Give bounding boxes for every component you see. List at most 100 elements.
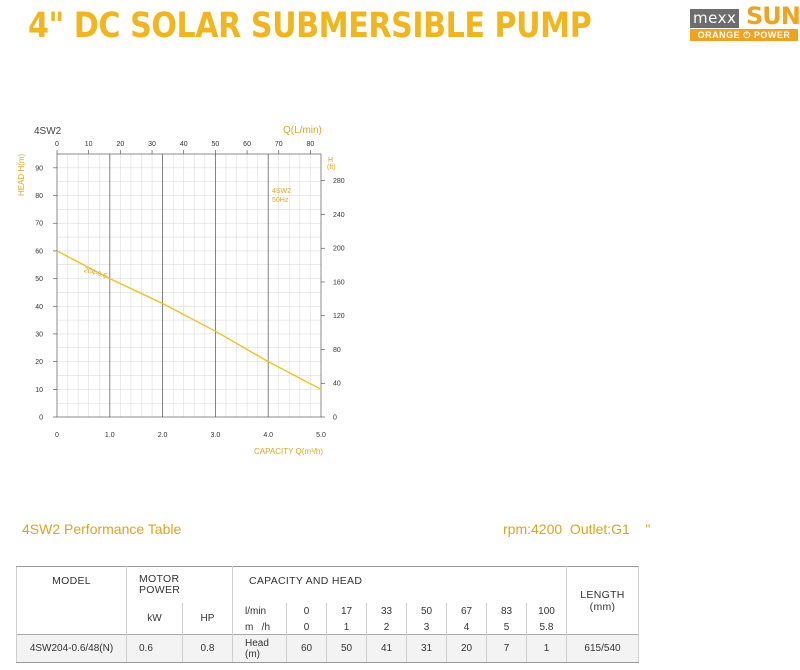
legend-line-2: 50Hz [272,197,289,204]
top-tick-label: 0 [55,141,59,148]
m3h-cell: 3 [406,620,447,635]
right-tick-label: 240 [333,212,345,219]
lmin-cell: 83 [486,602,527,621]
cell-kw: 0.6 [126,634,183,663]
lmin-cell: 33 [366,602,407,621]
top-tick-label: 20 [116,141,124,148]
right-tick-label: 80 [333,347,341,354]
x-axis-label: CAPACITY Q(m³/h) [254,447,323,456]
y-tick-label: 60 [35,248,43,255]
right-axis-label: H [328,157,333,164]
y-tick-label: 30 [35,331,43,338]
series-line [56,250,322,390]
top-tick-label: 60 [243,141,251,148]
top-tick-label: 10 [85,141,93,148]
top-tick-label: 40 [180,141,188,148]
row-m3h-label: m /h [232,620,287,635]
m3h-cell: 2 [366,620,407,635]
col-model-header: MODEL [16,566,127,635]
cell-model: 4SW204-0.6/48(N) [16,634,127,663]
y-tick-label: 10 [35,387,43,394]
length-header-1: LENGTH [580,588,625,601]
y-tick-label: 20 [35,359,43,366]
col-kw: kW [126,602,183,635]
performance-table: MODEL MOTOR POWER CAPACITY AND HEAD LENG… [16,566,639,663]
m3h-cell: 4 [446,620,487,635]
y-axis-label: HEAD H(m) [17,153,26,196]
m3h-cell: 0 [286,620,327,635]
top-tick-label: 70 [275,141,283,148]
logo-sun: SUN [746,2,800,30]
y-tick-label: 50 [35,276,43,283]
cell-hp: 0.8 [182,634,233,663]
y-tick-label: 90 [35,165,43,172]
row-lmin-label: l/min [232,602,287,621]
performance-spec: rpm:4200 Outlet:G1 " [503,521,651,537]
right-tick-label: 40 [333,381,341,388]
chart-model-label: 4SW2 [34,126,62,137]
lmin-cell: 17 [326,602,367,621]
head-label-1: Head [245,637,269,649]
performance-table-title: 4SW2 Performance Table [22,521,182,537]
head-cell: 1 [526,634,567,663]
col-hp: HP [182,602,233,635]
series-label: 204-0.6 [83,267,108,280]
logo-power: POWER [753,30,791,40]
right-tick-label: 120 [333,313,345,320]
cell-head-label: Head (m) [232,634,287,663]
lmin-cell: 50 [406,602,447,621]
chart-grid-major [109,154,269,417]
plot-frame [56,153,322,418]
logo-orange: ORANGE [697,30,741,40]
x-tick-label: 1.0 [105,432,115,439]
table-row: 4SW204-0.6/48(N) 0.6 0.8 Head (m) 60 50 … [16,634,639,663]
top-tick-label: 30 [148,141,156,148]
head-label-2: (m) [245,648,260,660]
y-tick-label: 80 [35,193,43,200]
col-motor-header: MOTOR POWER [126,566,233,603]
lmin-cell: 100 [526,602,567,621]
top-tick-label: 50 [212,141,220,148]
col-length-header: LENGTH (mm) [566,566,639,635]
chart-ticks: 0 1.0 2.0 3.0 4.0 5.0 0 10 20 30 40 50 60 70 80 90 0 10 20… [35,141,345,439]
x-tick-label: 0 [55,432,59,439]
page-title: 4" DC SOLAR SUBMERSIBLE PUMP [28,6,592,46]
motor-header-2: POWER [139,583,181,596]
x-tick-label: 4.0 [263,432,273,439]
lmin-cell: 0 [286,602,327,621]
brand-logo: mexx SUN ORANGE ⏻ POWER [690,2,800,42]
head-cell: 20 [446,634,487,663]
y-tick-label: 70 [35,221,43,228]
col-capacity-header: CAPACITY AND HEAD [232,566,567,603]
top-axis-label: Q(L/min) [283,125,322,136]
logo-tagline: ORANGE ⏻ POWER [690,29,798,41]
right-tick-label: 0 [333,415,337,422]
m3h-cell: 1 [326,620,367,635]
right-tick-label: 200 [333,246,345,253]
m3h-cell: 5 [486,620,527,635]
chart-grid-minor [57,154,321,417]
logo-mexx: mexx [690,9,740,28]
motor-header-1: MOTOR [139,572,180,585]
performance-chart: 4SW2 Q(L/min) H (ft) HEAD H(m) CAPACITY … [17,125,345,456]
right-axis-unit: (ft) [327,164,336,171]
y-tick-label: 0 [39,415,43,422]
x-tick-label: 3.0 [211,432,221,439]
power-icon: ⏻ [743,30,751,40]
cell-length: 615/540 [566,634,639,663]
head-cell: 60 [286,634,327,663]
head-cell: 50 [326,634,367,663]
x-tick-label: 5.0 [316,432,326,439]
head-cell: 31 [406,634,447,663]
m3h-cell: 5.8 [526,620,567,635]
legend-line-1: 4SW2 [272,188,291,195]
y-tick-label: 40 [35,304,43,311]
right-tick-label: 280 [333,178,345,185]
right-tick-label: 160 [333,279,345,286]
head-cell: 41 [366,634,407,663]
head-cell: 7 [486,634,527,663]
lmin-cell: 67 [446,602,487,621]
x-tick-label: 2.0 [158,432,168,439]
length-header-2: (mm) [589,600,616,613]
top-tick-label: 80 [307,141,315,148]
